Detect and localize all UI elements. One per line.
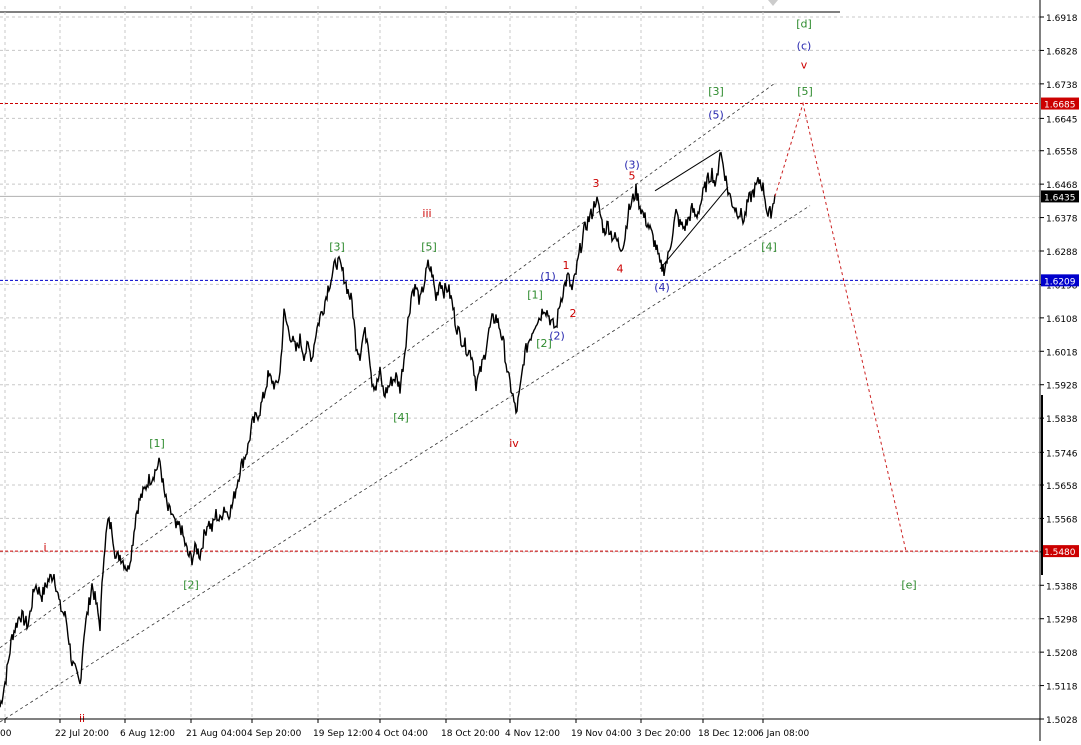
y-tick-label: 1.6018 [1046,348,1078,358]
wave-label: i [43,541,46,554]
level-badge [1041,274,1079,287]
x-tick-label: 18 Dec 12:00 [698,729,759,739]
wave-label: [1] [149,437,165,450]
channel-line [0,82,776,649]
x-tick-label: 6 Jan 08:00 [758,729,810,739]
wave-label: iv [509,437,519,450]
y-tick-label: 1.6288 [1046,248,1078,258]
y-tick-label: 1.6918 [1046,14,1078,24]
level-badge-label: 1.6435 [1044,193,1076,203]
level-badge [1041,190,1079,203]
wave-label: [3] [329,240,345,253]
forecast-path [774,101,907,552]
wave-label: (5) [708,108,724,121]
y-tick-label: 1.5118 [1046,683,1078,693]
x-tick-label: 4 Oct 04:00 [375,729,428,739]
x-tick-label: 00 [0,729,12,739]
wave-label: v [801,58,808,71]
x-tick-label: 4 Nov 12:00 [505,729,560,739]
wave-label: (4) [654,281,670,294]
wave-label: 1 [563,259,570,272]
wave-label: 4 [617,263,624,276]
grid-layer [0,6,1040,720]
triangle-line [659,186,729,270]
triangle-line [654,149,721,192]
wave-label: (3) [624,159,640,172]
level-badge [1041,97,1079,110]
y-tick-label: 1.5208 [1046,649,1078,659]
y-tick-label: 1.6108 [1046,315,1078,325]
y-tick-label: 1.5746 [1046,449,1078,459]
y-tick-label: 1.5658 [1046,482,1078,492]
x-tick-label: 21 Aug 04:00 [186,729,247,739]
wave-label: [1] [527,289,543,302]
level-badge-label: 1.5480 [1044,548,1076,558]
y-tick-label: 1.6198 [1046,281,1078,291]
scroll-marker [768,0,778,6]
wave-label: 2 [570,307,577,320]
price-series [0,151,776,708]
wave-label: iii [422,207,431,220]
y-tick-label: 1.6558 [1046,148,1078,158]
wave-labels: iii[1][2][3]iii[4][5]iv[1](1)[2](2)12345… [43,17,916,725]
x-tick-label: 22 Jul 20:00 [55,729,109,739]
x-tick-label: 19 Sep 12:00 [313,729,373,739]
x-tick-label: 3 Dec 20:00 [636,729,691,739]
level-badge [1041,545,1079,558]
wave-label: ii [79,712,85,725]
y-tick-label: 1.6828 [1046,47,1078,57]
y-tick-label: 1.6378 [1046,215,1078,225]
level-badge-label: 1.6685 [1044,101,1076,111]
y-tick-label: 1.6738 [1046,81,1078,91]
wave-label: [5] [797,85,813,98]
y-tick-label: 1.5298 [1046,616,1078,626]
wave-label: [d] [796,17,812,30]
x-tick-label: 6 Aug 12:00 [120,729,175,739]
horizontal-levels [0,103,1040,552]
x-tick-label: 4 Sep 20:00 [247,729,302,739]
wave-label: [2] [536,337,552,350]
y-tick-label: 1.6468 [1046,181,1078,191]
y-tick-label: 1.5388 [1046,582,1078,592]
wave-label: [5] [421,240,437,253]
wave-label: [e] [901,578,916,591]
level-badge-label: 1.6209 [1044,277,1076,287]
wave-label: (2) [549,329,565,342]
wave-label: [2] [183,578,199,591]
y-tick-label: 1.6645 [1046,115,1078,125]
wave-label: 3 [593,177,600,190]
wave-label: (c) [797,40,812,53]
wave-label: 5 [629,170,636,183]
wave-label: [4] [761,240,777,253]
wave-label: [4] [393,411,409,424]
y-tick-label: 1.5928 [1046,382,1078,392]
axis-scale-bar [1041,395,1043,575]
y-tick-label: 1.5838 [1046,415,1078,425]
wave-label: (1) [540,270,556,283]
channel-line [0,205,811,723]
y-tick-label: 1.5028 [1046,716,1078,726]
forecast-line [774,101,907,552]
price-line [0,151,776,708]
y-tick-label: 1.5568 [1046,515,1078,525]
wave-label: [3] [708,85,724,98]
x-tick-label: 18 Oct 20:00 [441,729,500,739]
trend-channel [0,82,811,723]
x-tick-label: 19 Nov 04:00 [571,729,632,739]
